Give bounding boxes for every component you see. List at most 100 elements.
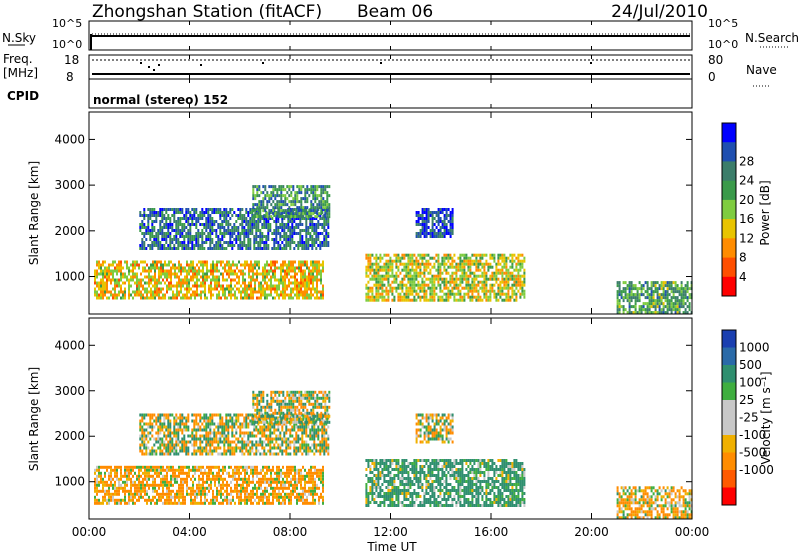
scatter-cell — [513, 289, 516, 293]
scatter-cell — [322, 197, 325, 201]
scatter-cell — [179, 235, 182, 238]
scatter-cell — [467, 280, 470, 284]
scatter-cell — [321, 244, 324, 247]
scatter-cell — [429, 262, 432, 266]
scatter-cell — [100, 284, 102, 288]
scatter-cell — [162, 293, 164, 297]
scatter-cell — [108, 492, 110, 496]
scatter-cell — [174, 474, 176, 478]
scatter-cell — [401, 253, 404, 257]
scatter-cell — [239, 247, 242, 250]
scatter-cell — [296, 194, 299, 198]
scatter-cell — [309, 223, 312, 226]
scatter-cell — [375, 256, 378, 260]
scatter-cell — [628, 299, 631, 303]
scatter-cell — [375, 262, 378, 266]
scatter-cell — [264, 206, 267, 210]
scatter-cell — [102, 293, 104, 297]
scatter-cell — [216, 278, 218, 282]
scatter-cell — [175, 238, 178, 241]
scatter-cell — [181, 223, 184, 226]
scatter-cell — [211, 232, 214, 235]
scatter-cell — [112, 495, 114, 499]
scatter-cell — [256, 495, 258, 499]
scatter-cell — [210, 483, 212, 487]
scatter-cell — [451, 256, 454, 260]
scatter-cell — [144, 468, 146, 472]
scatter-cell — [377, 283, 380, 287]
scatter-cell — [407, 298, 410, 302]
scatter-cell — [229, 208, 232, 211]
scatter-cell — [126, 501, 128, 505]
scatter-cell — [185, 235, 188, 238]
scatter-cell — [365, 256, 368, 260]
scatter-cell — [407, 277, 410, 281]
scatter-cell — [437, 223, 440, 226]
scatter-cell — [136, 260, 138, 264]
scatter-cell — [682, 293, 685, 297]
scatter-cell — [299, 223, 302, 226]
scatter-cell — [515, 283, 518, 287]
scatter-cell — [220, 483, 222, 487]
scatter-cell — [373, 271, 376, 275]
scatter-cell — [638, 281, 641, 285]
scatter-cell — [160, 272, 162, 276]
scatter-cell — [108, 266, 110, 270]
scatter-cell — [308, 287, 310, 291]
scatter-cell — [214, 263, 216, 267]
scatter-cell — [306, 501, 308, 505]
scatter-cell — [164, 275, 166, 279]
scatter-cell — [226, 489, 228, 493]
scatter-cell — [676, 287, 679, 291]
scatter-cell — [632, 293, 635, 297]
scatter-cell — [177, 229, 180, 232]
scatter-cell — [114, 465, 116, 469]
scatter-cell — [100, 287, 102, 291]
scatter-cell — [242, 489, 244, 493]
scatter-cell — [628, 296, 631, 300]
scatter-cell — [312, 287, 314, 291]
scatter-cell — [407, 268, 410, 272]
scatter-cell — [278, 284, 280, 288]
scatter-cell — [260, 483, 262, 487]
scatter-cell — [190, 296, 192, 300]
scatter-cell — [160, 287, 162, 291]
scatter-cell — [96, 474, 98, 478]
scatter-cell — [174, 263, 176, 267]
scatter-cell — [429, 280, 432, 284]
scatter-cell — [505, 292, 508, 296]
scatter-cell — [182, 278, 184, 282]
scatter-cell — [272, 465, 274, 469]
scatter-cell — [646, 287, 649, 291]
scatter-cell — [515, 292, 518, 296]
colorbar-tick-label: 28 — [739, 154, 754, 168]
scatter-cell — [628, 290, 631, 294]
y-tick-label: 1000 — [54, 270, 85, 284]
scatter-cell — [156, 293, 158, 297]
scatter-cell — [276, 284, 278, 288]
scatter-cell — [195, 238, 198, 241]
scatter-cell — [314, 209, 317, 213]
scatter-cell — [463, 274, 466, 278]
scatter-cell — [447, 289, 450, 293]
scatter-cell — [652, 305, 655, 309]
scatter-cell — [425, 211, 428, 214]
scatter-cell — [139, 437, 142, 441]
scatter-cell — [210, 269, 212, 273]
scatter-cell — [620, 305, 623, 309]
scatter-cell — [248, 266, 250, 270]
scatter-cell — [100, 489, 102, 493]
scatter-cell — [140, 465, 142, 469]
scatter-cell — [98, 260, 100, 264]
scatter-cell — [417, 262, 420, 266]
scatter-cell — [294, 293, 296, 297]
scatter-cell — [267, 235, 270, 238]
scatter-cell — [230, 480, 232, 484]
scatter-cell — [301, 241, 304, 244]
scatter-cell — [186, 278, 188, 282]
scatter-cell — [477, 289, 480, 293]
scatter-cell — [188, 269, 190, 273]
scatter-cell — [377, 271, 380, 275]
scatter-cell — [102, 275, 104, 279]
scatter-cell — [256, 468, 258, 472]
